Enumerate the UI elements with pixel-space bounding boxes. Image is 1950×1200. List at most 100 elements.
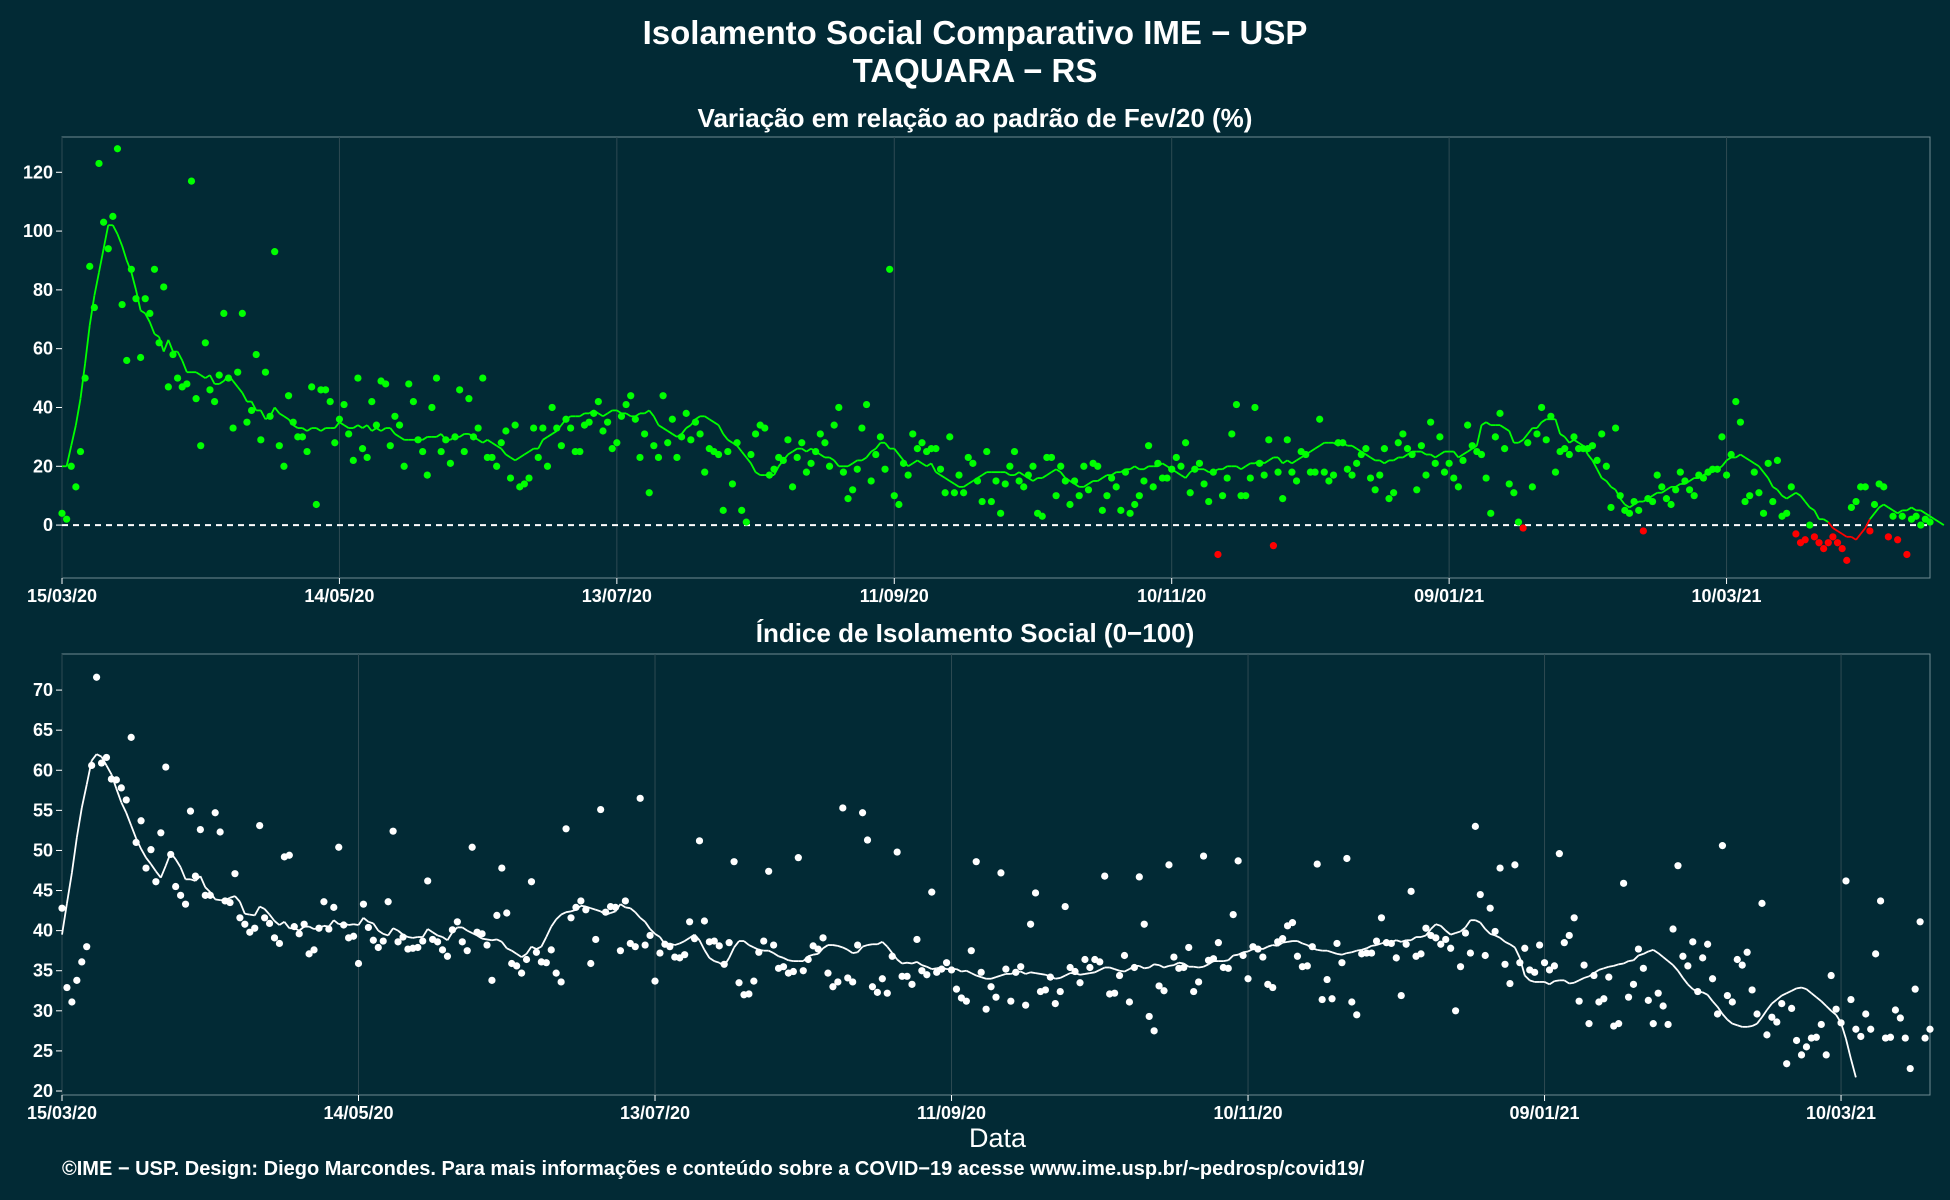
panel2-trend-segment (1173, 961, 1180, 966)
panel2-trend-segment (273, 920, 281, 926)
panel2-point (1343, 854, 1351, 863)
panel2-point (1407, 887, 1415, 895)
panel1-point (109, 212, 117, 220)
panel1-point (1519, 524, 1527, 532)
panel1-point (904, 471, 912, 479)
panel2-trend-segment (190, 878, 196, 882)
panel2-trend-segment (625, 906, 631, 910)
panel2-trend-segment (1223, 959, 1229, 962)
panel2-point (1387, 939, 1395, 948)
panel2-point (1896, 1014, 1904, 1022)
panel2-trend-segment (1445, 929, 1452, 936)
panel2-point (1234, 857, 1242, 865)
panel2-point (241, 920, 249, 928)
panel2-point (132, 838, 140, 847)
panel2-point (681, 951, 689, 959)
panel1-point (964, 453, 972, 462)
panel1-trend-segment (579, 412, 585, 418)
panel2-point (636, 794, 644, 802)
panel1-trend-segment (1527, 427, 1534, 435)
panel1-point (1806, 521, 1814, 529)
panel1-trend-segment (1652, 491, 1658, 497)
panel2-point (1812, 1033, 1820, 1041)
panel2-trend-segment (1687, 983, 1694, 990)
panel1-point (1098, 506, 1106, 514)
panel2-trend-segment (1628, 959, 1634, 962)
panel2-trend-segment (619, 903, 626, 909)
panel1-point (562, 415, 570, 423)
panel2-trend-segment (1667, 960, 1674, 966)
panel2-point (1540, 959, 1549, 967)
panel2-trend-segment (911, 961, 918, 965)
panel1-point (1163, 474, 1171, 482)
panel1-point (451, 433, 459, 441)
panel1-point (1144, 442, 1153, 450)
panel1-point (1588, 442, 1597, 450)
panel1-point (673, 453, 681, 462)
panel2-point (68, 998, 76, 1006)
panel1-trend-segment (1804, 501, 1811, 508)
panel1-point (724, 447, 732, 456)
panel2-point (1624, 993, 1633, 1001)
panel2-point (1674, 862, 1682, 870)
panel2-trend-segment (832, 944, 839, 947)
panel1-point (1630, 497, 1638, 506)
panel2-trend-segment (1000, 973, 1007, 977)
panel2-point (1743, 948, 1751, 956)
panel2-trend-segment (906, 961, 913, 965)
panel1-point (1265, 436, 1273, 444)
panel1-point (1561, 445, 1569, 453)
panel2-point (735, 979, 743, 987)
panel1-point (946, 433, 954, 441)
panel1-point (1690, 492, 1698, 500)
panel1-point (1071, 477, 1079, 485)
panel1-point (839, 468, 848, 476)
panel1-point (275, 442, 283, 450)
panel1-trend-segment (162, 339, 170, 352)
panel2-point (1303, 962, 1311, 970)
panel1-trend-segment (1051, 468, 1057, 473)
panel2-point (1654, 989, 1662, 997)
panel2-trend-segment (283, 921, 291, 929)
panel1-point (1103, 492, 1111, 500)
panel2-point (1876, 897, 1885, 905)
panel2-point (1486, 904, 1494, 912)
panel1-point (1440, 468, 1449, 476)
panel1-point (1320, 468, 1328, 476)
panel1-point (1477, 450, 1486, 459)
panel1-point (950, 489, 958, 497)
panel1-trend-segment (805, 447, 812, 453)
panel1-point (1413, 486, 1421, 494)
x-axis-label: Data (968, 1123, 1027, 1153)
panel2-trend-segment (1064, 972, 1071, 977)
panel1-trend-segment (930, 462, 937, 473)
panel1-point (1746, 492, 1754, 500)
panel1-trend-segment (1735, 453, 1741, 459)
panel2-point (1901, 1034, 1909, 1042)
panel2-point (868, 983, 877, 991)
panel2-point (1377, 914, 1386, 922)
panel1-trend-segment (241, 392, 248, 403)
panel1-trend-segment (704, 415, 710, 420)
panel1-point (1829, 533, 1837, 541)
panel2-trend-segment (1820, 1000, 1827, 1007)
panel2-point (1852, 1025, 1860, 1033)
panel2-point (1447, 944, 1455, 952)
panel1-point (1625, 509, 1634, 517)
panel1-trend-segment (1855, 533, 1862, 541)
panel1-point (183, 380, 191, 388)
panel2-point (181, 900, 190, 908)
panel2-point (1279, 935, 1287, 943)
panel1-trend-segment (602, 412, 609, 418)
panel2-trend-segment (496, 938, 503, 943)
panel2-point (1792, 1036, 1801, 1045)
panel2-point (127, 733, 135, 741)
panel2-trend-segment (1227, 954, 1234, 961)
panel2-trend-segment (1138, 965, 1145, 970)
panel2-trend-segment (229, 895, 236, 899)
panel2-point (364, 923, 372, 932)
panel2-trend-segment (105, 765, 113, 775)
panel1-point (557, 442, 565, 450)
panel2-point (1842, 877, 1850, 885)
panel2-trend-segment (862, 944, 868, 948)
